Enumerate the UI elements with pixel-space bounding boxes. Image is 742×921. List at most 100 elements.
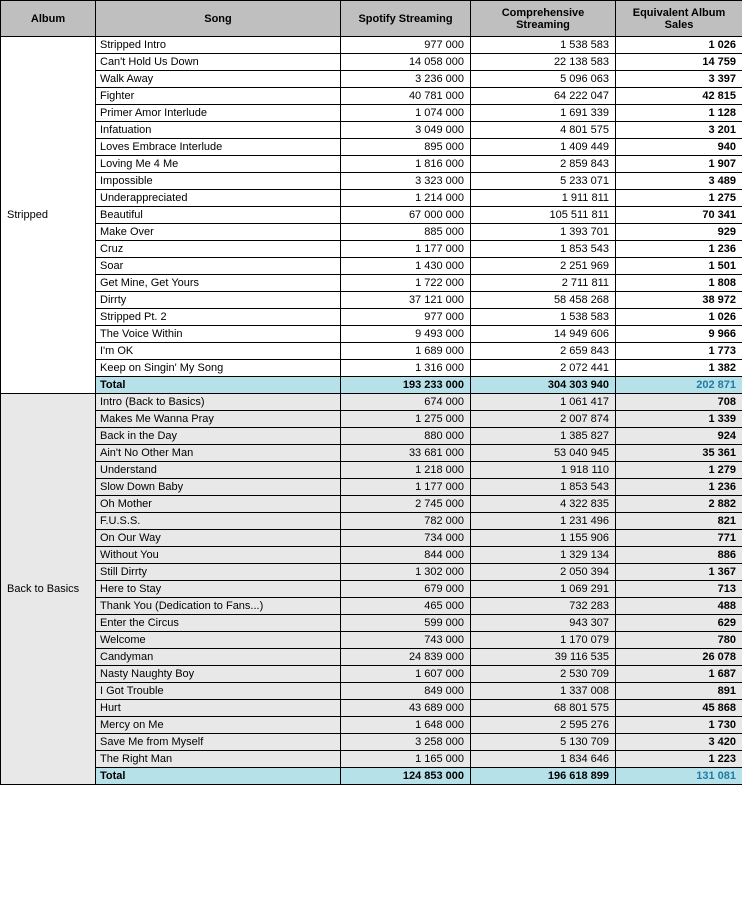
song-cell: Primer Amor Interlude (96, 105, 341, 122)
eas-cell: 1 236 (616, 241, 742, 258)
header-comprehensive: Comprehensive Streaming (471, 1, 616, 37)
spotify-cell: 674 000 (341, 394, 471, 411)
comprehensive-cell: 2 595 276 (471, 717, 616, 734)
album-cell: Back to Basics (1, 394, 96, 785)
song-cell: Without You (96, 547, 341, 564)
song-cell: Impossible (96, 173, 341, 190)
comprehensive-cell: 1 231 496 (471, 513, 616, 530)
song-cell: Understand (96, 462, 341, 479)
table-row: Here to Stay679 0001 069 291713 (1, 581, 742, 598)
eas-cell: 1 339 (616, 411, 742, 428)
spotify-cell: 43 689 000 (341, 700, 471, 717)
table-row: Still Dirrty1 302 0002 050 3941 367 (1, 564, 742, 581)
song-cell: Welcome (96, 632, 341, 649)
table-row: Back to BasicsIntro (Back to Basics)674 … (1, 394, 742, 411)
spotify-cell: 679 000 (341, 581, 471, 598)
spotify-cell: 1 607 000 (341, 666, 471, 683)
song-cell: Make Over (96, 224, 341, 241)
comprehensive-cell: 58 458 268 (471, 292, 616, 309)
table-row: Loves Embrace Interlude895 0001 409 4499… (1, 139, 742, 156)
song-cell: Beautiful (96, 207, 341, 224)
song-cell: The Right Man (96, 751, 341, 768)
header-row: Album Song Spotify Streaming Comprehensi… (1, 1, 742, 37)
table-row: I'm OK1 689 0002 659 8431 773 (1, 343, 742, 360)
spotify-cell: 1 722 000 (341, 275, 471, 292)
eas-cell: 771 (616, 530, 742, 547)
spotify-cell: 3 049 000 (341, 122, 471, 139)
song-cell: Can't Hold Us Down (96, 54, 341, 71)
spotify-cell: 599 000 (341, 615, 471, 632)
spotify-cell: 3 236 000 (341, 71, 471, 88)
table-row: The Right Man1 165 0001 834 6461 223 (1, 751, 742, 768)
eas-cell: 1 730 (616, 717, 742, 734)
streaming-table: Album Song Spotify Streaming Comprehensi… (0, 0, 742, 785)
eas-cell: 1 128 (616, 105, 742, 122)
song-cell: Nasty Naughty Boy (96, 666, 341, 683)
comprehensive-cell: 2 530 709 (471, 666, 616, 683)
comprehensive-cell: 4 801 575 (471, 122, 616, 139)
eas-cell: 891 (616, 683, 742, 700)
eas-cell: 821 (616, 513, 742, 530)
spotify-cell: 1 316 000 (341, 360, 471, 377)
song-cell: Keep on Singin' My Song (96, 360, 341, 377)
spotify-cell: 1 218 000 (341, 462, 471, 479)
table-row: I Got Trouble849 0001 337 008891 (1, 683, 742, 700)
song-cell: Ain't No Other Man (96, 445, 341, 462)
song-cell: I'm OK (96, 343, 341, 360)
eas-cell: 2 882 (616, 496, 742, 513)
eas-cell: 713 (616, 581, 742, 598)
album-cell: Stripped (1, 37, 96, 394)
total-comprehensive: 304 303 940 (471, 377, 616, 394)
song-cell: Still Dirrty (96, 564, 341, 581)
song-cell: Candyman (96, 649, 341, 666)
eas-cell: 3 420 (616, 734, 742, 751)
comprehensive-cell: 1 911 811 (471, 190, 616, 207)
table-row: Beautiful67 000 000105 511 81170 341 (1, 207, 742, 224)
song-cell: Walk Away (96, 71, 341, 88)
table-row: Loving Me 4 Me1 816 0002 859 8431 907 (1, 156, 742, 173)
table-row: Impossible3 323 0005 233 0713 489 (1, 173, 742, 190)
comprehensive-cell: 2 711 811 (471, 275, 616, 292)
spotify-cell: 782 000 (341, 513, 471, 530)
song-cell: Loving Me 4 Me (96, 156, 341, 173)
song-cell: Loves Embrace Interlude (96, 139, 341, 156)
header-eas: Equivalent Album Sales (616, 1, 742, 37)
song-cell: Infatuation (96, 122, 341, 139)
eas-cell: 1 687 (616, 666, 742, 683)
spotify-cell: 3 258 000 (341, 734, 471, 751)
table-row: Understand1 218 0001 918 1101 279 (1, 462, 742, 479)
spotify-cell: 977 000 (341, 37, 471, 54)
song-cell: Get Mine, Get Yours (96, 275, 341, 292)
comprehensive-cell: 5 233 071 (471, 173, 616, 190)
comprehensive-cell: 1 061 417 (471, 394, 616, 411)
spotify-cell: 849 000 (341, 683, 471, 700)
eas-cell: 38 972 (616, 292, 742, 309)
table-row: Nasty Naughty Boy1 607 0002 530 7091 687 (1, 666, 742, 683)
table-row: Welcome743 0001 170 079780 (1, 632, 742, 649)
eas-cell: 3 201 (616, 122, 742, 139)
table-row: Back in the Day880 0001 385 827924 (1, 428, 742, 445)
table-row: StrippedStripped Intro977 0001 538 5831 … (1, 37, 742, 54)
total-row: Total124 853 000196 618 899131 081 (1, 768, 742, 785)
eas-cell: 886 (616, 547, 742, 564)
table-row: The Voice Within9 493 00014 949 6069 966 (1, 326, 742, 343)
comprehensive-cell: 1 409 449 (471, 139, 616, 156)
eas-cell: 708 (616, 394, 742, 411)
table-row: F.U.S.S.782 0001 231 496821 (1, 513, 742, 530)
table-row: Candyman24 839 00039 116 53526 078 (1, 649, 742, 666)
comprehensive-cell: 1 329 134 (471, 547, 616, 564)
song-cell: Dirrty (96, 292, 341, 309)
table-row: Stripped Pt. 2977 0001 538 5831 026 (1, 309, 742, 326)
song-cell: Oh Mother (96, 496, 341, 513)
spotify-cell: 895 000 (341, 139, 471, 156)
comprehensive-cell: 1 385 827 (471, 428, 616, 445)
spotify-cell: 2 745 000 (341, 496, 471, 513)
comprehensive-cell: 5 130 709 (471, 734, 616, 751)
spotify-cell: 37 121 000 (341, 292, 471, 309)
eas-cell: 929 (616, 224, 742, 241)
song-cell: Slow Down Baby (96, 479, 341, 496)
spotify-cell: 1 214 000 (341, 190, 471, 207)
spotify-cell: 40 781 000 (341, 88, 471, 105)
eas-cell: 1 236 (616, 479, 742, 496)
spotify-cell: 1 302 000 (341, 564, 471, 581)
